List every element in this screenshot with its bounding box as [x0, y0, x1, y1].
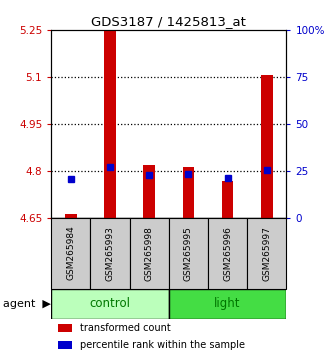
- Bar: [208, 218, 247, 289]
- Text: percentile rank within the sample: percentile rank within the sample: [79, 340, 245, 350]
- Text: GSM265998: GSM265998: [145, 225, 154, 281]
- Text: GSM265993: GSM265993: [106, 225, 115, 281]
- Text: light: light: [214, 297, 241, 310]
- Bar: [58, 341, 72, 349]
- Text: GSM265984: GSM265984: [67, 226, 75, 280]
- Bar: [104, 30, 116, 218]
- Bar: [169, 289, 286, 319]
- Bar: [143, 165, 155, 218]
- Bar: [182, 167, 194, 218]
- Bar: [90, 218, 130, 289]
- Text: GSM265997: GSM265997: [262, 225, 271, 281]
- Bar: [169, 218, 208, 289]
- Bar: [51, 289, 169, 319]
- Bar: [58, 324, 72, 332]
- Text: GSM265996: GSM265996: [223, 225, 232, 281]
- Text: transformed count: transformed count: [79, 323, 170, 333]
- Text: control: control: [90, 297, 130, 310]
- Title: GDS3187 / 1425813_at: GDS3187 / 1425813_at: [91, 15, 246, 28]
- Bar: [261, 75, 273, 218]
- Text: agent  ▶: agent ▶: [3, 298, 51, 309]
- Bar: [130, 218, 169, 289]
- Bar: [51, 218, 90, 289]
- Bar: [222, 181, 233, 218]
- Bar: [65, 214, 77, 218]
- Text: GSM265995: GSM265995: [184, 225, 193, 281]
- Bar: [247, 218, 286, 289]
